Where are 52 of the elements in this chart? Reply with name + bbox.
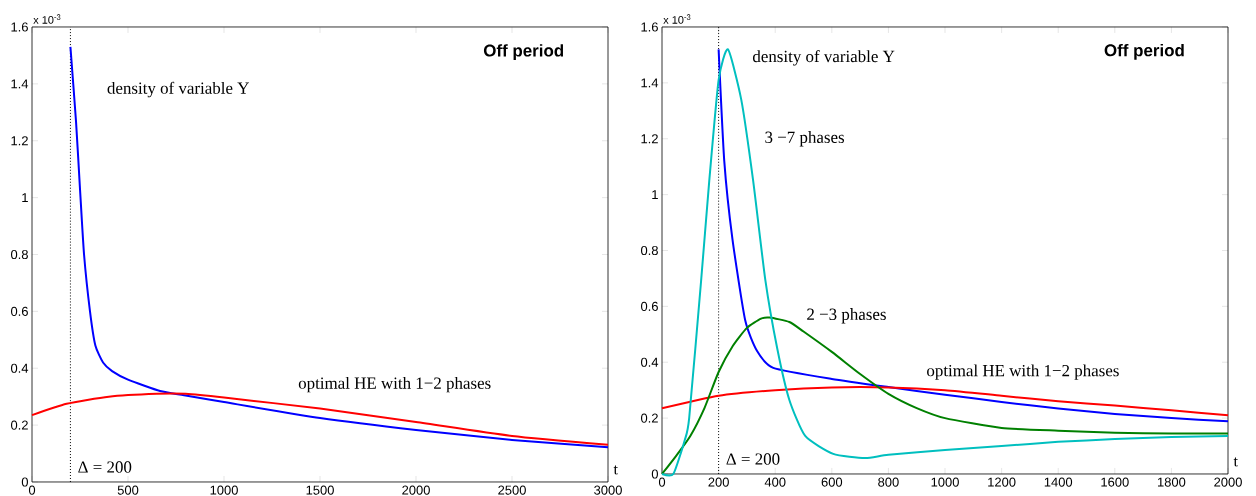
text: x 10$^{-3}$ <box>663 14 691 24</box>
y-tick-label: 1.4 <box>641 78 659 88</box>
y-tick-label: 1.2 <box>11 136 28 146</box>
y-tick-label: 0.4 <box>640 357 659 367</box>
x-tick-label: 400 <box>764 477 786 487</box>
y-tick-label: 1 <box>652 190 658 200</box>
y-tick-label: 0.8 <box>640 245 658 256</box>
x-tick-label: 3000 <box>594 485 622 495</box>
x-tick-label: 600 <box>821 477 843 487</box>
x-tick-label: 500 <box>117 485 139 495</box>
x-tick-label: 1800 <box>1157 477 1186 487</box>
x-tick-label: 800 <box>878 477 899 487</box>
annotation: 2 −3 phases <box>807 308 886 324</box>
y-tick-label: 1 <box>22 193 28 203</box>
text: Off period <box>483 44 564 60</box>
x-tick-label: 200 <box>708 477 729 487</box>
x-tick-label: 0 <box>28 485 36 495</box>
y-tick-label: 0.6 <box>10 306 28 316</box>
x-tick-label: 1500 <box>306 485 334 495</box>
text: Off period <box>1104 43 1184 60</box>
annotation: optimal HE with 1−2 phases <box>927 364 1119 380</box>
annotation: 3 −7 phases <box>765 131 845 147</box>
y-tick-label: 0.6 <box>640 301 658 311</box>
y-tick-label: 1.2 <box>641 134 658 144</box>
x-tick-label: 0 <box>658 477 666 487</box>
ref-line-label: Δ = 200 <box>726 453 780 465</box>
annotation: density of variable Y <box>752 50 895 66</box>
line-series <box>31 392 610 446</box>
y-tick-label: 1.6 <box>11 22 28 32</box>
y-tick-label: 1.4 <box>11 79 29 89</box>
x-tick-label: 2000 <box>402 485 430 495</box>
y-tick-label: 0.8 <box>10 249 28 260</box>
x-tick-label: 1600 <box>1101 477 1129 487</box>
x-axis-title: t <box>613 465 618 475</box>
x-tick-label: 1000 <box>931 477 959 487</box>
y-tick-label: 0 <box>651 469 658 479</box>
y-tick-label: 0.2 <box>10 420 28 430</box>
annotation: optimal HE with 1−2 phases <box>298 376 491 393</box>
x-tick-label: 2000 <box>1214 477 1242 487</box>
ref-line-label: Δ = 200 <box>78 461 132 473</box>
x-tick-label: 1000 <box>210 485 238 495</box>
line-series <box>69 45 610 449</box>
annotation: density of variable Y <box>107 81 250 98</box>
y-tick-label: 1.6 <box>641 22 658 32</box>
x-tick-label: 1200 <box>988 477 1016 487</box>
text: x 10$^{-3}$ <box>33 14 61 24</box>
x-tick-label: 2500 <box>498 485 526 495</box>
x-axis-title: t <box>1233 457 1238 467</box>
line-series <box>661 386 1230 417</box>
x-tick-label: 1400 <box>1044 477 1073 487</box>
y-tick-label: 0.2 <box>640 413 658 423</box>
y-tick-label: 0.4 <box>10 363 29 373</box>
